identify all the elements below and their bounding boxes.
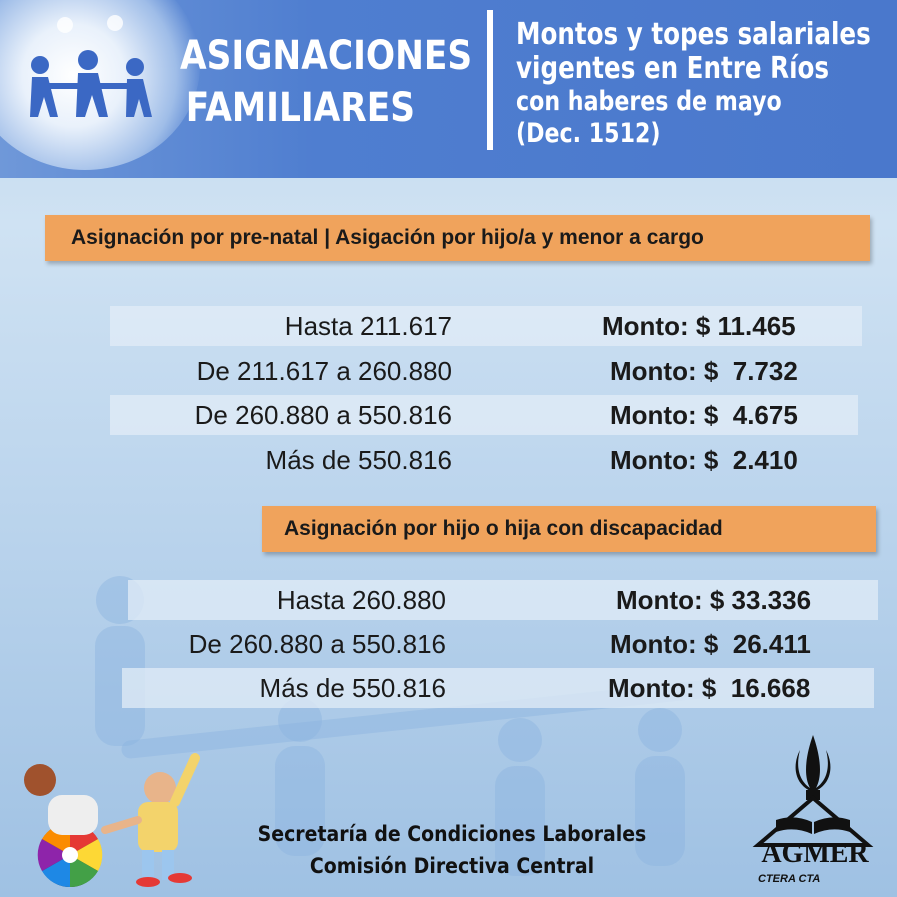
table-row: Más de 550.816 Monto: $ 2.410 <box>110 440 862 480</box>
row-stripe <box>110 395 858 435</box>
row-stripe <box>110 306 862 346</box>
table-row: Hasta 260.880 Monto: $ 33.336 <box>128 580 878 620</box>
title-line-2: FAMILIARES <box>185 85 416 131</box>
row-amount: Monto: $ 16.668 <box>608 673 811 703</box>
row-amount: Monto: $ 26.411 <box>610 629 811 659</box>
table-row: De 260.880 a 550.816 Monto: $ 26.411 <box>128 624 878 664</box>
row-amount: Monto: $ 4.675 <box>610 400 798 430</box>
subtitle-line-2: vigentes en Entre Ríos <box>516 51 830 86</box>
section2-heading: Asignación por hijo o hija con discapaci… <box>262 506 876 552</box>
row-range: Hasta 211.617 <box>284 311 452 341</box>
row-amount: Monto: $ 33.336 <box>616 585 812 615</box>
row-range: De 260.880 a 550.816 <box>194 400 452 430</box>
subtitle: Montos y topes salariales vigentes en En… <box>516 18 877 150</box>
title-divider <box>487 10 493 150</box>
row-range: Más de 550.816 <box>265 445 452 475</box>
row-range: Más de 550.816 <box>259 673 446 703</box>
logo-affiliations: CTERA CTA <box>758 873 821 885</box>
children-wheelchair-illustration <box>24 753 200 888</box>
header-banner: ASIGNACIONES FAMILIARES Montos y topes s… <box>0 0 897 178</box>
footer: Secretaría de Condiciones Laborales Comi… <box>254 818 650 882</box>
section1-heading: Asignación por pre-natal | Asigación por… <box>45 215 870 261</box>
row-range: De 211.617 a 260.880 <box>196 356 452 386</box>
row-range: Hasta 260.880 <box>276 585 446 615</box>
paper-chain-people-icon <box>30 15 152 117</box>
row-amount: Monto: $ 7.732 <box>610 356 798 386</box>
table-row: Hasta 211.617 Monto: $ 11.465 <box>110 306 862 346</box>
row-stripe <box>128 580 878 620</box>
footer-line-2: Comisión Directiva Central <box>309 854 595 878</box>
row-amount: Monto: $ 11.465 <box>602 311 796 341</box>
subtitle-line-1: Montos y topes salariales <box>516 17 871 52</box>
title-line-1: ASIGNACIONES <box>180 33 473 79</box>
page-title: ASIGNACIONES FAMILIARES <box>180 30 473 134</box>
table-row: De 211.617 a 260.880 Monto: $ 7.732 <box>110 351 862 391</box>
row-range: De 260.880 a 550.816 <box>188 629 446 659</box>
agmer-logo <box>752 735 874 847</box>
subtitle-line-3: con haberes de mayo <box>516 86 782 117</box>
subtitle-line-4: (Dec. 1512) <box>516 118 661 149</box>
footer-line-1: Secretaría de Condiciones Laborales <box>257 822 647 846</box>
row-stripe <box>122 668 874 708</box>
logo-name: AGMER <box>761 838 869 869</box>
row-amount: Monto: $ 2.410 <box>610 445 798 475</box>
table-row: De 260.880 a 550.816 Monto: $ 4.675 <box>110 395 858 435</box>
table-row: Más de 550.816 Monto: $ 16.668 <box>122 668 874 708</box>
